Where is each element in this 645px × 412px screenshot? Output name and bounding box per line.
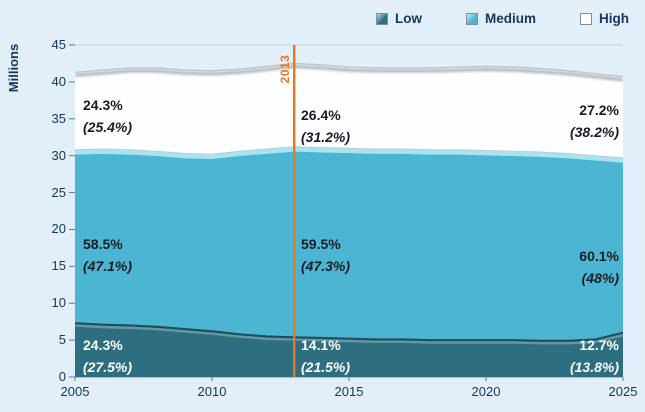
annotation-low-2013: 14.1% (21.5%) bbox=[301, 335, 350, 378]
annotation-value: 24.3% bbox=[83, 337, 123, 353]
y-tick-label: 40 bbox=[51, 73, 66, 89]
annotation-value: 12.7% bbox=[579, 337, 619, 353]
annotation-note: (25.4%) bbox=[83, 118, 133, 135]
annotation-medium-2013: 59.5% (47.3%) bbox=[301, 234, 350, 277]
annotation-value: 26.4% bbox=[301, 107, 341, 123]
annotation-value: 27.2% bbox=[579, 102, 619, 118]
annotation-value: 58.5% bbox=[83, 236, 123, 252]
area-medium-top-edge bbox=[74, 146, 624, 159]
annotation-value: 59.5% bbox=[301, 236, 341, 252]
legend-item-low: Low bbox=[375, 11, 422, 26]
annotation-medium-2005: 58.5% (47.1%) bbox=[83, 234, 132, 277]
y-tick-label: 10 bbox=[51, 295, 66, 311]
y-tick-label: 30 bbox=[51, 147, 66, 163]
high-swatch-icon bbox=[580, 12, 592, 25]
annotation-medium-2025: 60.1% (48%) bbox=[579, 246, 619, 289]
area-medium bbox=[75, 146, 623, 377]
low-swatch-icon bbox=[375, 12, 388, 25]
reference-line-label: 2013 bbox=[278, 54, 292, 84]
annotation-note: (31.2%) bbox=[301, 128, 351, 145]
y-tick-label: 35 bbox=[51, 110, 66, 126]
annotation-note: (47.1%) bbox=[83, 257, 133, 274]
annotation-note: (38.2%) bbox=[569, 123, 619, 140]
axis-ticks bbox=[69, 44, 624, 381]
annotation-high-2025: 27.2% (38.2%) bbox=[570, 100, 619, 143]
annotation-note: (21.5%) bbox=[301, 358, 351, 375]
y-tick-label: 15 bbox=[51, 258, 66, 274]
medium-swatch-icon bbox=[465, 12, 478, 25]
annotation-high-2013: 26.4% (31.2%) bbox=[301, 105, 350, 148]
legend-item-high: High bbox=[580, 11, 629, 26]
x-tick-label: 2010 bbox=[197, 384, 227, 399]
x-tick-label: 2015 bbox=[334, 384, 364, 399]
legend-label-low: Low bbox=[394, 11, 422, 26]
y-axis-title: Millions bbox=[6, 43, 21, 93]
area-low-top-edge bbox=[74, 322, 624, 342]
area-high-top-shadow bbox=[75, 64, 623, 82]
legend-label-high: High bbox=[599, 11, 629, 26]
area-low bbox=[75, 323, 623, 377]
annotation-value: 14.1% bbox=[301, 337, 341, 353]
x-tick-label: 2025 bbox=[608, 384, 638, 399]
area-high-top-edge bbox=[74, 62, 624, 78]
y-tick-label: 45 bbox=[51, 37, 66, 52]
legend-label-medium: Medium bbox=[484, 11, 536, 26]
legend: Low Medium High bbox=[375, 11, 629, 26]
annotation-value: 24.3% bbox=[83, 97, 123, 113]
annotation-note: (27.5%) bbox=[83, 358, 133, 375]
annotation-low-2025: 12.7% (13.8%) bbox=[570, 335, 619, 378]
y-tick-label: 20 bbox=[51, 221, 66, 237]
annotation-value: 60.1% bbox=[579, 248, 619, 264]
legend-item-medium: Medium bbox=[465, 11, 536, 26]
annotation-high-2005: 24.3% (25.4%) bbox=[83, 95, 132, 138]
annotation-note: (48%) bbox=[581, 269, 619, 286]
x-tick-label: 2020 bbox=[471, 384, 501, 399]
y-tick-label: 5 bbox=[58, 332, 66, 348]
y-tick-label: 25 bbox=[51, 184, 66, 200]
annotation-low-2005: 24.3% (27.5%) bbox=[83, 335, 132, 378]
y-tick-label: 0 bbox=[58, 369, 66, 384]
x-tick-label: 2005 bbox=[60, 384, 90, 399]
area-medium-top-highlight bbox=[75, 147, 623, 163]
area-low-top-highlight bbox=[75, 324, 623, 345]
annotation-note: (47.3%) bbox=[301, 257, 351, 274]
annotation-note: (13.8%) bbox=[569, 358, 619, 375]
